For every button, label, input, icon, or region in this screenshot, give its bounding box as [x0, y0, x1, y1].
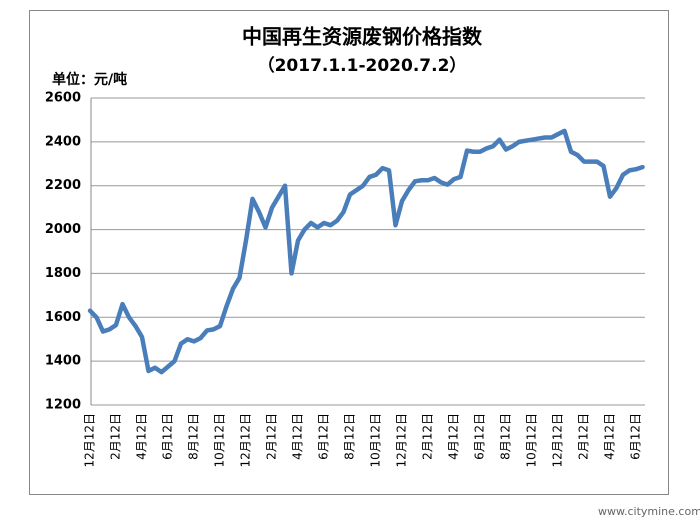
watermark: www.citymine.com.cn: [598, 505, 700, 518]
x-tick-label: 4月12日: [291, 413, 305, 460]
series-line: [87, 128, 645, 375]
y-tick-label: 1400: [45, 354, 81, 369]
y-tick-label: 2600: [45, 91, 81, 106]
x-tick-label: 6月12日: [473, 413, 487, 460]
x-tick-label: 8月12日: [187, 413, 201, 460]
chart-subtitle: （2017.1.1-2020.7.2）: [258, 55, 467, 76]
y-tick-label: 1200: [45, 398, 81, 413]
x-tick-label: 10月12日: [525, 413, 539, 468]
chart-frame: [29, 10, 669, 495]
x-tick-label: 2月12日: [577, 413, 591, 460]
x-tick-label: 10月12日: [213, 413, 227, 468]
x-tick-label: 6月12日: [629, 413, 643, 460]
y-tick-label: 2000: [45, 222, 81, 237]
x-tick-label: 2月12日: [265, 413, 279, 460]
y-tick-label: 1600: [45, 310, 81, 325]
y-tick-label: 2200: [45, 178, 81, 193]
y-tick-label: 1800: [45, 266, 81, 281]
x-tick-label: 6月12日: [317, 413, 331, 460]
x-tick-label: 12月12日: [83, 413, 97, 468]
x-tick-label: 12月12日: [551, 413, 565, 468]
x-tick-label: 4月12日: [603, 413, 617, 460]
x-tick-label: 4月12日: [135, 413, 149, 460]
y-tick-label: 2400: [45, 134, 81, 149]
y-unit-label: 单位：元/吨: [52, 71, 127, 88]
x-tick-label: 8月12日: [343, 413, 357, 460]
x-tick-label: 10月12日: [369, 413, 383, 468]
x-tick-label: 12月12日: [239, 413, 253, 468]
x-tick-label: 12月12日: [395, 413, 409, 468]
x-tick-label: 2月12日: [421, 413, 435, 460]
x-tick-label: 6月12日: [161, 413, 175, 460]
x-tick-label: 4月12日: [447, 413, 461, 460]
x-tick-label: 2月12日: [109, 413, 123, 460]
chart-title: 中国再生资源废钢价格指数: [242, 25, 483, 49]
x-tick-label: 8月12日: [499, 413, 513, 460]
